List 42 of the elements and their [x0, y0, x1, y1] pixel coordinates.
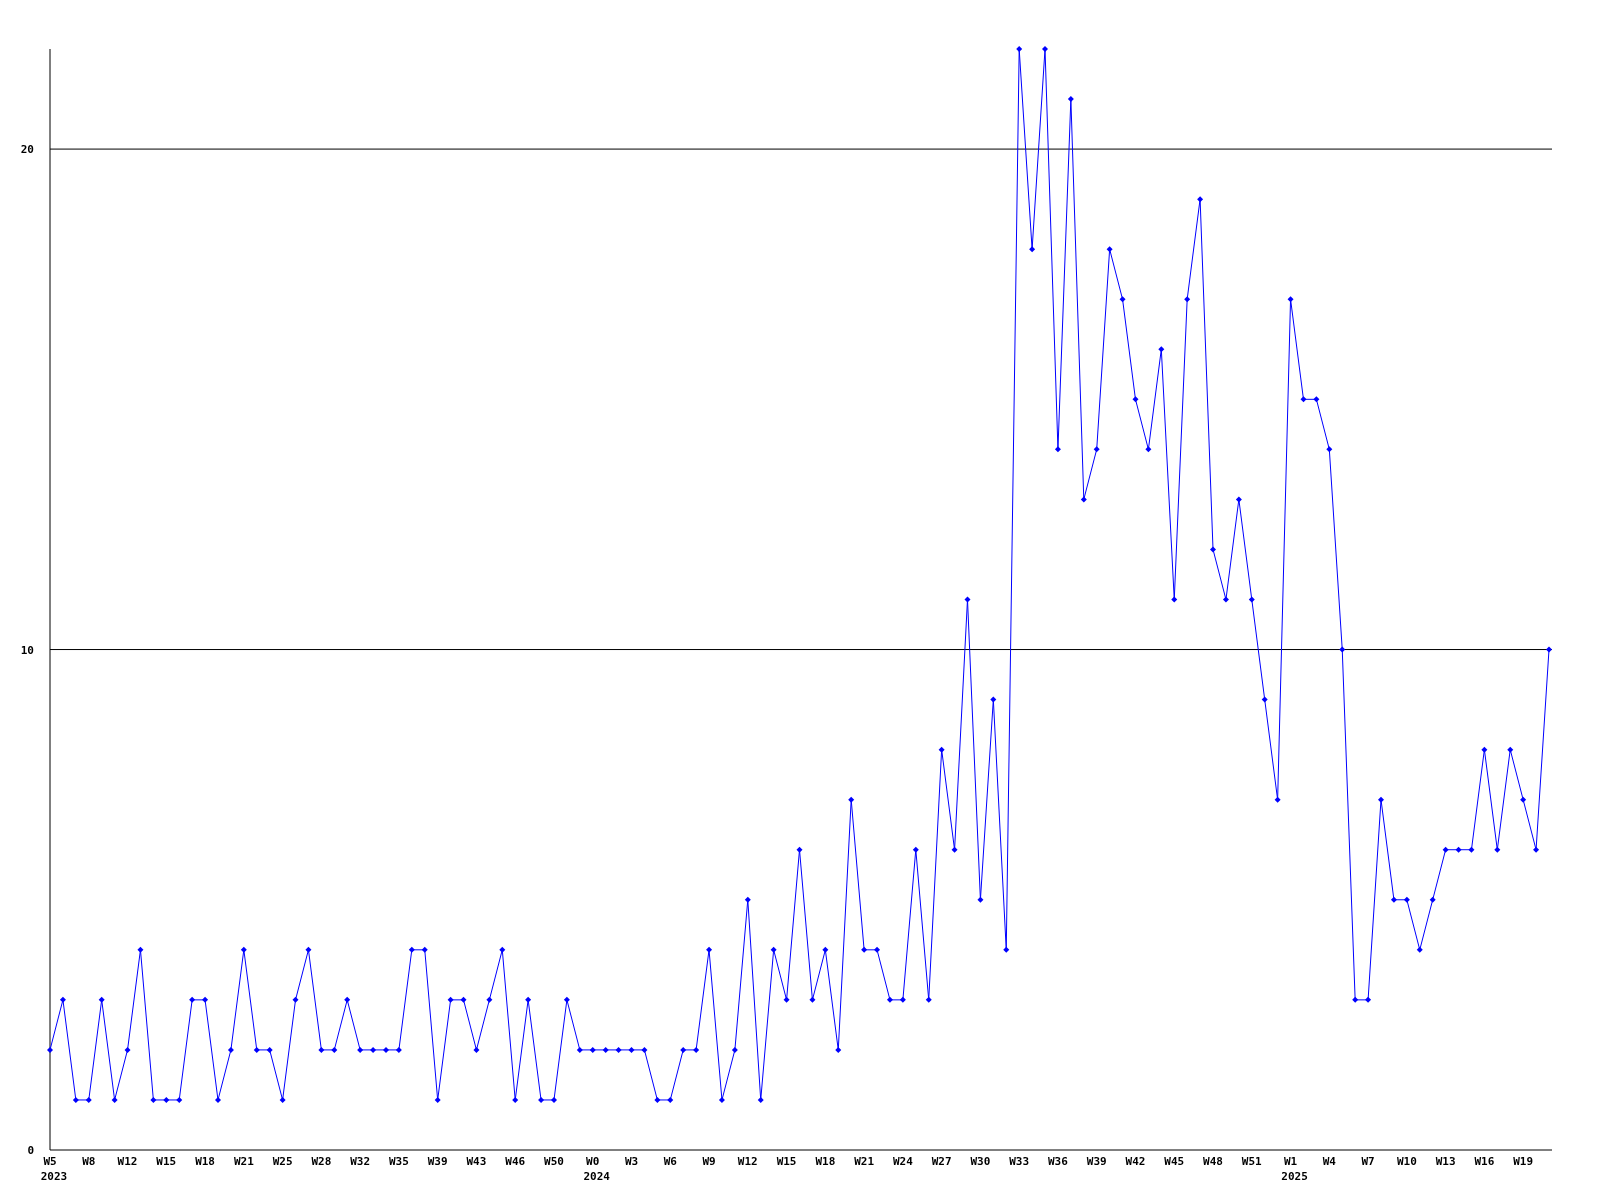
x-tick-label: W28: [311, 1155, 332, 1168]
x-tick-label: W0 2024: [583, 1155, 611, 1183]
x-tick-label: W32: [350, 1155, 371, 1168]
x-tick-label: W6: [663, 1155, 678, 1168]
x-tick-label: W46: [505, 1155, 526, 1168]
x-tick-label: W15: [156, 1155, 177, 1168]
y-tick-label: 20: [20, 143, 34, 157]
x-tick-label: W21: [854, 1155, 875, 1168]
x-tick-label: W15: [776, 1155, 797, 1168]
x-tick-label: W39: [1086, 1155, 1107, 1168]
x-tick-label: W24: [892, 1155, 914, 1168]
x-tick-label: W39: [427, 1155, 448, 1168]
x-tick-label: W13: [1435, 1155, 1456, 1168]
x-tick-label: W25: [272, 1155, 293, 1168]
x-tick-label: W45: [1164, 1155, 1185, 1168]
x-tick-label: W50: [544, 1155, 564, 1168]
x-tick-label: W27: [931, 1155, 952, 1168]
y-tick-label: 10: [20, 643, 34, 657]
x-tick-label: W48: [1203, 1155, 1223, 1168]
x-tick-label: W18: [195, 1155, 216, 1168]
x-tick-label: W12: [117, 1155, 138, 1168]
x-tick-label: W43: [466, 1155, 487, 1168]
x-tick-label: W1 2025: [1281, 1155, 1308, 1183]
x-tick-label: W3: [624, 1155, 639, 1168]
x-tick-label: W7: [1361, 1155, 1375, 1168]
x-tick-label: W19: [1513, 1155, 1534, 1168]
x-tick-label: W30: [970, 1155, 991, 1168]
x-tick-label: W9: [702, 1155, 716, 1168]
x-tick-label: W18: [815, 1155, 836, 1168]
x-tick-label: W51: [1241, 1155, 1263, 1168]
x-tick-label: W36: [1048, 1155, 1069, 1168]
x-tick-label: W42: [1125, 1155, 1146, 1168]
y-tick-label: 0: [27, 1144, 34, 1157]
x-tick-label: W10: [1396, 1155, 1417, 1168]
x-tick-label: W33: [1009, 1155, 1030, 1168]
x-tick-label: W4: [1322, 1155, 1337, 1168]
x-tick-label: W35: [388, 1155, 409, 1168]
x-tick-label: W16: [1474, 1155, 1495, 1168]
x-tick-label: W21: [233, 1155, 255, 1168]
x-tick-label: W12: [737, 1155, 758, 1168]
x-tick-label: W5 2023: [40, 1155, 68, 1183]
x-tick-label: W8: [82, 1155, 96, 1168]
